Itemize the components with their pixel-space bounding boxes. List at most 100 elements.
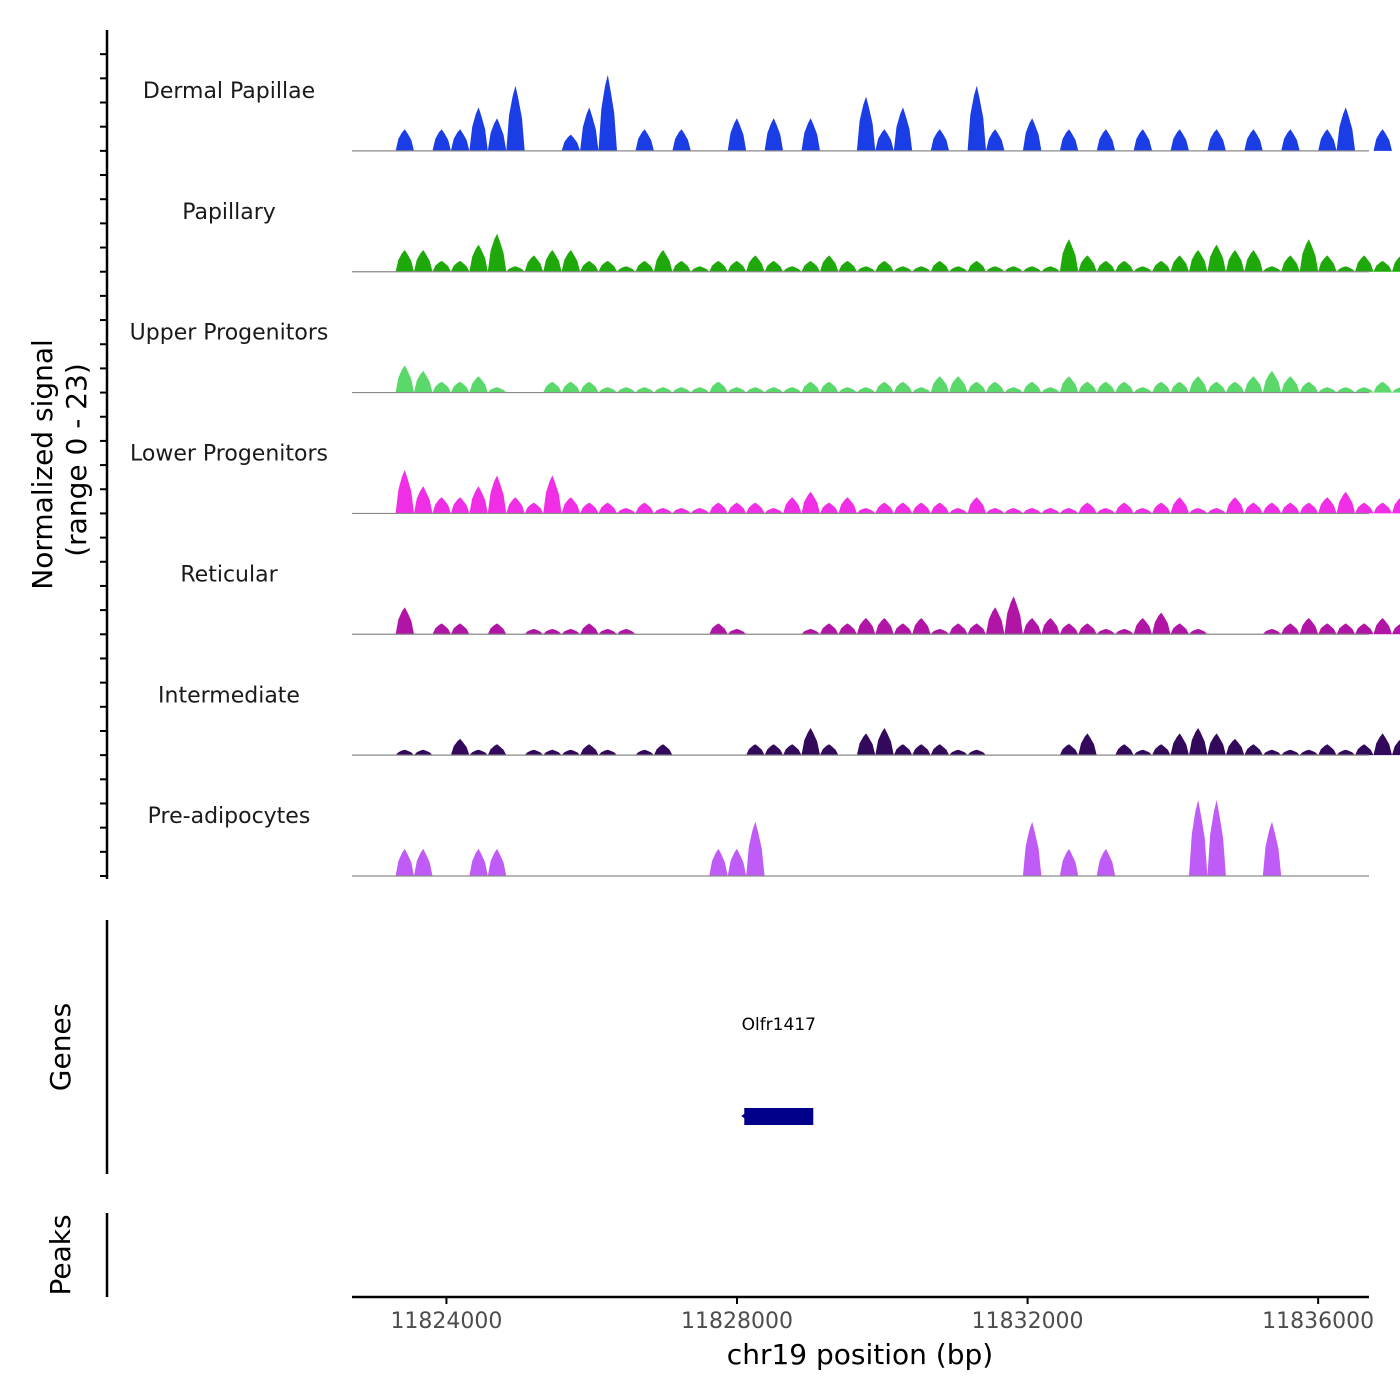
signal-peak <box>1133 266 1153 272</box>
signal-peak <box>580 623 599 635</box>
signal-peak <box>949 749 968 756</box>
signal-peak <box>967 381 986 393</box>
signal-peak <box>414 848 433 876</box>
signal-peak <box>432 129 451 151</box>
signal-peak <box>1373 733 1392 756</box>
signal-peak <box>1281 749 1300 756</box>
signal-peak <box>1189 628 1208 635</box>
signal-peak <box>1004 387 1023 393</box>
signal-peak <box>1299 749 1319 756</box>
signal-peak <box>506 85 525 151</box>
signal-peak <box>1004 508 1023 514</box>
signal-peak <box>1115 502 1134 514</box>
signal-peak <box>1170 497 1189 514</box>
signal-peak <box>1244 250 1263 272</box>
signal-peak <box>893 107 913 151</box>
signal-peak <box>1096 381 1116 393</box>
signal-peak <box>1133 129 1153 151</box>
signal-peak <box>1225 497 1245 514</box>
signal-peak <box>1355 387 1374 393</box>
signal-peak <box>1336 623 1356 635</box>
signal-peak <box>875 728 894 756</box>
signal-peak <box>764 744 784 756</box>
signal-peak <box>1225 738 1245 756</box>
signal-peak <box>1133 618 1153 635</box>
signal-peak <box>783 266 802 272</box>
signal-peak <box>1207 244 1226 272</box>
signal-peak <box>543 475 562 514</box>
signal-peak <box>709 502 728 514</box>
signal-peak <box>1336 266 1356 272</box>
coverage-y-axis <box>100 30 109 879</box>
signal-peak <box>1336 387 1356 393</box>
signal-peak <box>414 749 433 756</box>
signal-peak <box>801 728 820 756</box>
track-label: Dermal Papillae <box>143 79 315 104</box>
signal-peak <box>1189 728 1208 756</box>
genes-track: Olfr1417 <box>741 1015 816 1125</box>
signal-peak <box>543 628 562 635</box>
signal-peak <box>487 475 507 514</box>
signal-peak <box>1041 618 1060 635</box>
signal-peak <box>617 508 636 514</box>
signal-peak <box>986 266 1005 272</box>
x-axis-tick-label: 11828000 <box>681 1309 793 1334</box>
signal-peak <box>1299 239 1319 272</box>
signal-peak <box>543 749 562 756</box>
signal-peak <box>1022 618 1042 635</box>
signal-peak <box>912 266 931 272</box>
track-upper-progenitors: Upper Progenitors <box>130 321 1400 394</box>
y-axis-title-line-2: (range 0 - 23) <box>60 363 93 557</box>
signal-peak <box>893 381 913 393</box>
signal-peak <box>709 260 728 272</box>
signal-peak <box>709 848 728 876</box>
signal-peak <box>1281 623 1300 635</box>
signal-peak <box>746 502 765 514</box>
signal-peak <box>893 744 913 756</box>
signal-peak <box>1078 733 1097 756</box>
signal-peak <box>1115 744 1134 756</box>
signal-peak <box>432 381 451 393</box>
signal-peak <box>672 508 691 514</box>
signal-peak <box>1059 508 1079 514</box>
signal-peak <box>967 749 986 756</box>
signal-peak <box>949 376 968 393</box>
signal-peak <box>561 381 581 393</box>
signal-peak <box>1373 618 1392 635</box>
signal-peak <box>524 255 544 272</box>
signal-peak <box>635 260 654 272</box>
signal-peak <box>469 376 488 393</box>
signal-peak <box>1373 502 1392 514</box>
signal-peak <box>930 260 950 272</box>
track-dermal-papillae: Dermal Papillae <box>143 74 1392 152</box>
signal-peak <box>1152 381 1171 393</box>
signal-peak <box>469 848 488 876</box>
signal-peak <box>1078 502 1097 514</box>
signal-peak <box>450 260 470 272</box>
signal-peak <box>1170 129 1189 151</box>
signal-peak <box>690 387 710 393</box>
signal-peak <box>856 387 876 393</box>
signal-peak <box>469 749 488 756</box>
signal-peak <box>580 744 599 756</box>
signal-peak <box>1022 118 1042 151</box>
signal-peak <box>1189 376 1208 393</box>
signal-peak <box>893 502 913 514</box>
signal-peak <box>635 502 654 514</box>
signal-peak <box>1170 255 1189 272</box>
signal-peak <box>764 508 784 514</box>
signal-peak <box>783 497 802 514</box>
signal-peak <box>727 260 747 272</box>
signal-peak <box>875 618 894 635</box>
signal-peak <box>1318 387 1337 393</box>
signal-peak <box>1318 744 1337 756</box>
signal-peak <box>543 381 562 393</box>
signal-peak <box>653 387 673 393</box>
signal-peak <box>930 628 950 635</box>
signal-peak <box>801 381 820 393</box>
signal-peak <box>450 381 470 393</box>
signal-peak <box>746 744 765 756</box>
signal-peak <box>1392 498 1400 514</box>
signal-peak <box>1059 744 1079 756</box>
